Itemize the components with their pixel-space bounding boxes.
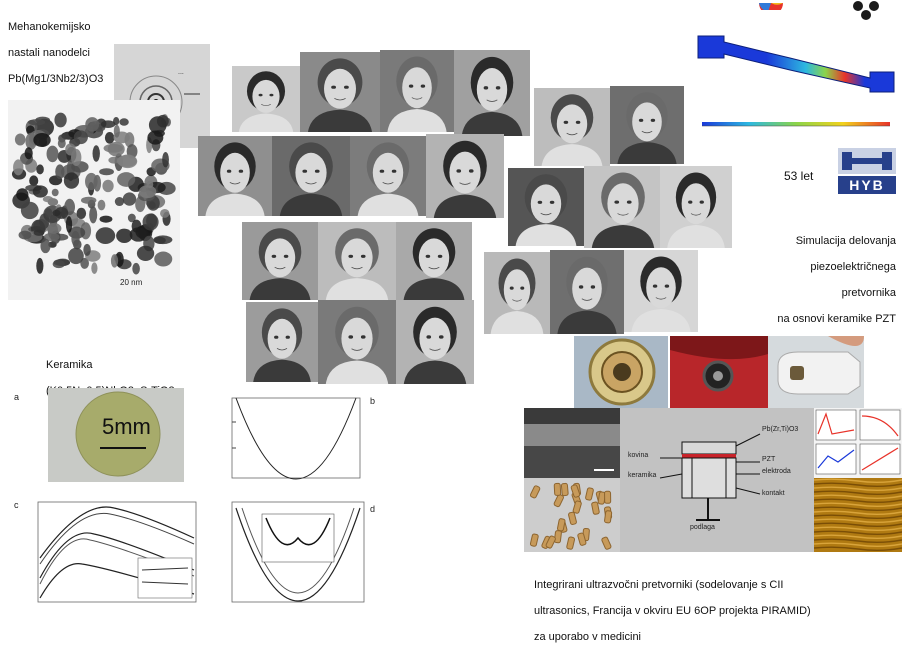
team-member-photo (426, 134, 504, 218)
team-member-photo (624, 250, 698, 332)
parabola-plot (212, 392, 364, 492)
svg-text:...: ... (178, 69, 184, 76)
ceramic-pellets-photo (524, 478, 620, 552)
simulation-line: na osnovi keramike PZT (777, 313, 896, 325)
team-member-photo (396, 222, 472, 300)
transducer-cross-section-diagram: Pb(Zr,Ti)O3 PZT elektroda kontakt kovina… (620, 408, 814, 552)
wood-texture-image (814, 478, 902, 552)
team-member-photo (396, 300, 474, 384)
team-member-photo (484, 252, 550, 334)
team-member-photo (318, 222, 396, 300)
hyb-logo-text: HYB (849, 177, 885, 193)
team-member-photo (454, 50, 530, 136)
team-member-photo (550, 250, 624, 334)
team-member-photo (380, 50, 454, 132)
signal-plots-image (814, 408, 902, 478)
panel-label-d: d (370, 504, 376, 514)
probe-connector-photo (670, 336, 768, 408)
team-member-photo (300, 52, 380, 132)
team-member-photo (198, 136, 272, 216)
nanoparticles-title-line: Pb(Mg1/3Nb2/3)O3 (8, 73, 104, 85)
top-pie-icon (756, 0, 786, 10)
panel-label-b: b (370, 396, 376, 406)
ceramic-title-line: Keramika (46, 359, 93, 371)
team-member-photo (610, 86, 684, 164)
transducer-caption-line: za uporabo v medicini (534, 631, 642, 643)
transducer-caption-line: ultrasonics, Francija v okviru EU 6OP pr… (534, 605, 811, 617)
panel-label-a: a (14, 392, 20, 402)
anniversary-text: 53 let (784, 169, 814, 183)
diagram-label: keramika (628, 472, 657, 479)
diagram-label: elektroda (762, 468, 791, 475)
transducer-caption-line: Integrirani ultrazvočni pretvorniki (sod… (534, 579, 784, 591)
team-member-photo (272, 136, 350, 216)
transducer-caption: Integrirani ultrazvočni pretvorniki (sod… (534, 566, 904, 657)
team-member-photo (584, 166, 662, 248)
simulation-description: Simulacija delovanja piezoelektričnega p… (700, 222, 896, 339)
diagram-label: PZT (762, 456, 776, 463)
temperature-curves-plot (18, 498, 200, 614)
transducer-ring-photo (574, 336, 668, 408)
double-parabola-plot (212, 498, 368, 614)
top-dots-icon (846, 0, 886, 20)
beam-simulation-image (694, 28, 900, 134)
simulation-line: pretvornika (841, 287, 896, 299)
nanoparticles-title-line: nastali nanodelci (8, 47, 90, 59)
panel-label-c: c (14, 500, 19, 510)
diagram-label: kovina (628, 452, 649, 459)
tem-nanoparticle-image: 20 nm (8, 100, 180, 300)
ultrasound-probe-photo (768, 336, 864, 408)
simulation-line: piezoelektričnega (810, 261, 896, 273)
diagram-label: podlaga (690, 524, 715, 531)
team-member-photo (318, 300, 396, 384)
ceramic-disc-photo: 5mm (48, 388, 184, 482)
team-member-photo (350, 136, 426, 216)
sem-cross-section-image (524, 408, 620, 478)
team-member-photo (242, 222, 318, 300)
nanoparticles-title-line: Mehanokemijsko (8, 21, 91, 33)
team-member-photo (232, 66, 300, 132)
hyb-logo: HYB (836, 146, 898, 196)
team-member-photo (508, 168, 584, 246)
simulation-line: Simulacija delovanja (795, 235, 896, 247)
team-member-photo (246, 302, 318, 382)
diagram-label: Pb(Zr,Ti)O3 (762, 426, 799, 433)
team-member-photo (534, 88, 610, 166)
disc-scale-label: 5mm (102, 414, 151, 439)
team-member-photo (660, 166, 732, 248)
diagram-label: kontakt (762, 490, 785, 497)
nanoparticles-title: Mehanokemijsko nastali nanodelci Pb(Mg1/… (8, 8, 148, 99)
scale-bar-label: 20 nm (120, 278, 143, 287)
